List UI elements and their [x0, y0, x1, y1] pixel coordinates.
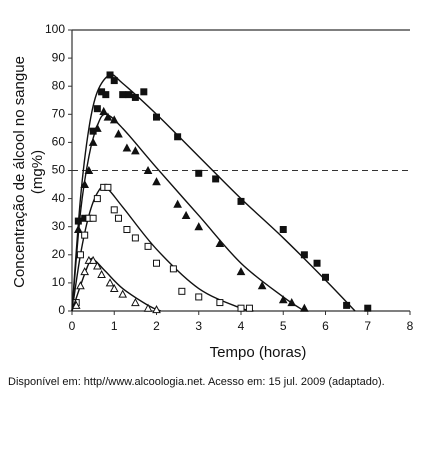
point [93, 123, 102, 132]
point [143, 165, 153, 174]
point [257, 281, 267, 290]
point [300, 251, 308, 259]
x-tick-label: 8 [407, 319, 414, 333]
y-tick-label: 100 [45, 22, 65, 36]
point [109, 283, 119, 293]
point [119, 91, 127, 99]
point [80, 179, 90, 189]
point [76, 251, 84, 259]
x-tick-label: 6 [322, 319, 329, 333]
point [81, 231, 89, 239]
fit-curve [71, 257, 162, 312]
point [173, 199, 182, 208]
point [278, 295, 288, 304]
y-axis-label: Concentração de álcool no sangue [11, 56, 28, 288]
point [153, 113, 160, 121]
point [195, 293, 203, 301]
x-tick-label: 5 [280, 319, 287, 333]
point [109, 115, 119, 124]
x-tick-label: 1 [111, 319, 118, 333]
point [114, 129, 123, 138]
point [215, 239, 225, 248]
point [212, 175, 220, 183]
point [216, 299, 224, 307]
fit-curve [71, 185, 254, 312]
point [152, 177, 161, 186]
point [144, 242, 152, 250]
x-tick-label: 7 [364, 319, 371, 333]
point [236, 267, 246, 276]
point [174, 133, 182, 141]
point [131, 298, 140, 307]
point [152, 305, 161, 314]
point [74, 224, 83, 234]
point [287, 298, 297, 307]
point [88, 137, 98, 146]
point [84, 165, 94, 174]
point [153, 259, 160, 267]
y-tick-label: 10 [52, 275, 66, 289]
point [89, 214, 97, 222]
point [93, 105, 101, 113]
point [93, 261, 102, 270]
y-axis-label: (mg%) [29, 150, 46, 194]
point [343, 301, 351, 309]
y-tick-label: 90 [52, 50, 66, 64]
point [364, 304, 372, 312]
y-tick-label: 60 [52, 135, 66, 149]
point [76, 281, 85, 290]
point [195, 169, 203, 177]
point [178, 287, 186, 295]
point [97, 269, 106, 278]
point [103, 112, 113, 121]
point [114, 214, 122, 222]
y-tick-label: 70 [52, 106, 66, 120]
x-axis-label: Tempo (horas) [210, 344, 307, 361]
x-tick-label: 2 [153, 319, 160, 333]
point [102, 91, 110, 99]
point [181, 210, 191, 219]
point [194, 222, 204, 231]
point [110, 206, 118, 214]
y-tick-label: 80 [52, 78, 66, 92]
point [131, 93, 139, 101]
point [300, 303, 309, 312]
point [140, 88, 148, 96]
point [313, 259, 321, 267]
point [131, 146, 140, 155]
caption: Disponível em: http//www.alcoologia.net.… [8, 376, 385, 388]
point [122, 143, 132, 152]
point [80, 267, 90, 276]
point [322, 273, 329, 281]
y-tick-label: 30 [52, 219, 66, 233]
point [237, 197, 245, 205]
y-tick-label: 0 [58, 303, 65, 317]
point [71, 300, 81, 309]
y-tick-label: 50 [52, 163, 66, 177]
x-tick-label: 3 [195, 319, 202, 333]
point [105, 278, 115, 287]
point [125, 91, 133, 99]
fit-curve [71, 73, 356, 312]
point [123, 226, 131, 234]
point [279, 226, 287, 234]
point [169, 265, 177, 273]
point [237, 304, 245, 312]
point [93, 195, 101, 203]
y-tick-label: 20 [52, 247, 66, 261]
fit-curve [71, 113, 305, 312]
x-tick-label: 4 [238, 319, 245, 333]
point [88, 255, 98, 264]
point [131, 234, 139, 242]
point [99, 106, 109, 115]
point [118, 289, 128, 298]
x-tick-label: 0 [69, 319, 76, 333]
point [110, 77, 118, 85]
point [104, 183, 112, 191]
point [245, 304, 253, 312]
point [143, 303, 153, 312]
y-tick-label: 40 [52, 191, 66, 205]
point [106, 71, 114, 79]
